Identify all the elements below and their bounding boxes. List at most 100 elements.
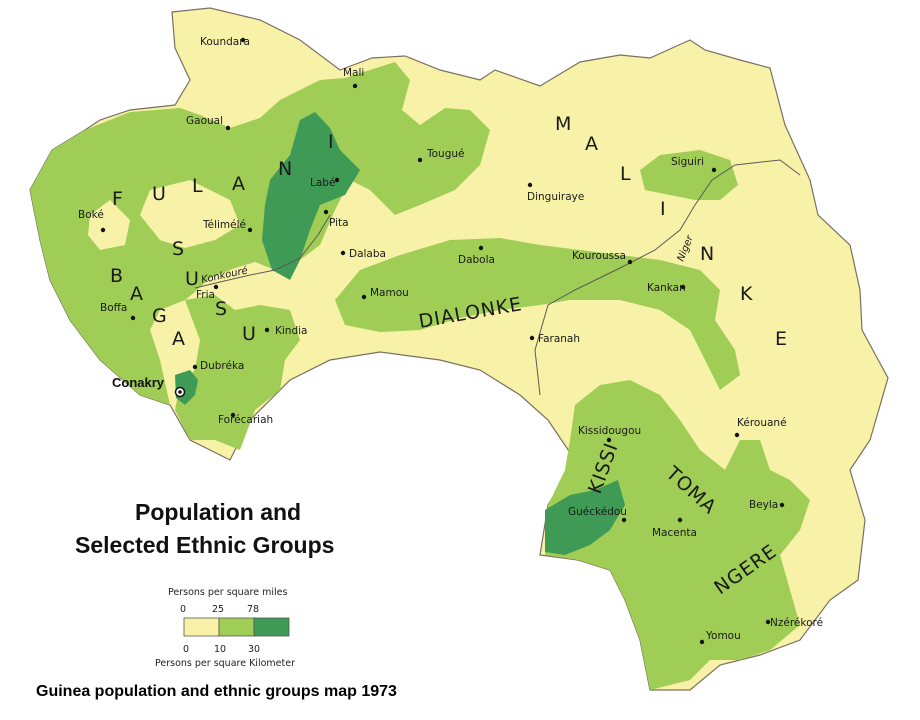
legend-heading-km: Persons per square Kilometer (155, 658, 295, 669)
ethnic-fulani-letter: A (232, 173, 246, 195)
city-label: Kindia (275, 325, 307, 337)
city-label: Forécariah (218, 414, 273, 426)
ethnic-malinke-letter: K (740, 283, 753, 305)
city-label: Télimélé (202, 219, 246, 231)
legend-heading-miles: Persons per square miles (168, 587, 287, 598)
city-label: Dabola (458, 254, 495, 266)
ethnic-fulani-letter: N (278, 158, 293, 180)
city-dot-icon (247, 227, 253, 233)
city-dot-icon (340, 250, 346, 256)
density-medium-central (335, 238, 740, 390)
legend-swatch-medium (218, 617, 255, 637)
ethnic-baga-letter: A (172, 328, 186, 350)
density-high-labe (262, 112, 360, 280)
city-dot-icon (100, 227, 106, 233)
ethnic-baga-letter: B (110, 265, 124, 287)
city-dot-icon (352, 83, 358, 89)
city-dot-icon (711, 167, 717, 173)
map-title-line-2: Selected Ethnic Groups (75, 532, 334, 558)
city-dot-icon (230, 412, 236, 418)
ethnic-baga-letter: G (152, 305, 168, 327)
ethnic-susu-letter: U (185, 268, 200, 290)
city-dot-icon (334, 177, 340, 183)
city-dot-icon (529, 335, 535, 341)
city-label: Boffa (100, 302, 127, 314)
city-label: Dalaba (349, 248, 386, 260)
city-label: Yomou (705, 630, 741, 642)
city-dot-icon (627, 259, 633, 265)
legend-km-tick: 0 (183, 644, 189, 655)
city-label: Mamou (370, 287, 409, 299)
legend-miles-tick: 78 (247, 604, 259, 615)
city-dot-icon (621, 517, 627, 523)
ethnic-susu-letter: S (172, 238, 185, 260)
city-markers: Koundara Mali Gaoual Tougué Labé Boké Té… (78, 36, 823, 645)
city-label: Kankan (647, 282, 686, 294)
ethnic-malinke-letter: L (620, 163, 632, 185)
city-dot-icon (677, 517, 683, 523)
ethnic-baga-letter: A (130, 283, 144, 305)
city-label: Dubréka (200, 360, 244, 372)
ethnic-malinke-letter: I (660, 198, 667, 220)
city-label: Boké (78, 209, 104, 221)
ethnic-fulani-letter: I (328, 131, 335, 153)
ethnic-malinke-letter: N (700, 243, 715, 265)
legend-miles-tick: 0 (180, 604, 186, 615)
density-medium-northwest (30, 62, 490, 405)
city-dot-icon (699, 639, 705, 645)
city-label: Kouroussa (572, 250, 626, 262)
city-dot-icon (213, 284, 219, 290)
city-dot-icon (527, 182, 533, 188)
capital-label: Conakry (112, 375, 165, 390)
city-dot-icon (734, 432, 740, 438)
ethnic-fulani-letter: U (152, 183, 167, 205)
legend-km-tick: 10 (214, 644, 226, 655)
city-label: Faranah (538, 333, 580, 345)
city-dot-icon (323, 209, 329, 215)
ethnic-fulani-letter: L (192, 175, 204, 197)
city-label: Fria (196, 289, 215, 301)
density-medium-southwest (175, 295, 300, 450)
konkoure-river (194, 214, 331, 289)
city-label: Tougué (426, 148, 465, 160)
city-label: Beyla (749, 499, 778, 511)
city-label: Kérouané (737, 417, 787, 429)
city-label: Kissidougou (578, 425, 641, 437)
ethnic-malinke-letter: E (775, 328, 788, 350)
city-label: Koundara (200, 36, 250, 48)
city-dot-icon (192, 364, 198, 370)
ethnic-fulani-letter: F (112, 188, 124, 210)
legend-swatch-high (253, 617, 290, 637)
legend-km-tick: 30 (248, 644, 260, 655)
density-high-gueckedou (545, 480, 625, 555)
city-dot-icon (361, 294, 367, 300)
capital-center-icon (178, 390, 182, 394)
city-dot-icon (680, 284, 686, 290)
legend-miles-tick: 25 (212, 604, 224, 615)
city-dot-icon (264, 327, 270, 333)
city-label: Dinguiraye (527, 191, 584, 203)
ethnic-malinke-letter: M (555, 113, 572, 135)
city-dot-icon (417, 157, 423, 163)
density-medium-siguiri (640, 150, 738, 200)
legend-swatch-low (183, 617, 220, 637)
map-title-line-1: Population and (135, 499, 301, 525)
ethnic-susu-letter: S (215, 298, 228, 320)
city-label: Nzérékoré (770, 617, 823, 629)
niger-river (534, 159, 801, 396)
ethnic-susu-letter: U (242, 323, 257, 345)
city-dot-icon (225, 125, 231, 131)
city-dot-icon (765, 619, 771, 625)
capital-marker: Conakry (112, 375, 186, 398)
city-label: Pita (329, 217, 349, 229)
city-label: Macenta (652, 527, 697, 539)
city-dot-icon (130, 315, 136, 321)
map-caption: Guinea population and ethnic groups map … (36, 683, 397, 700)
city-label: Gaoual (186, 115, 223, 127)
legend: Persons per square miles 0 25 78 0 10 30… (155, 587, 295, 669)
city-label: Siguiri (671, 156, 704, 168)
city-label: Mali (343, 67, 364, 79)
city-dot-icon (478, 245, 484, 251)
